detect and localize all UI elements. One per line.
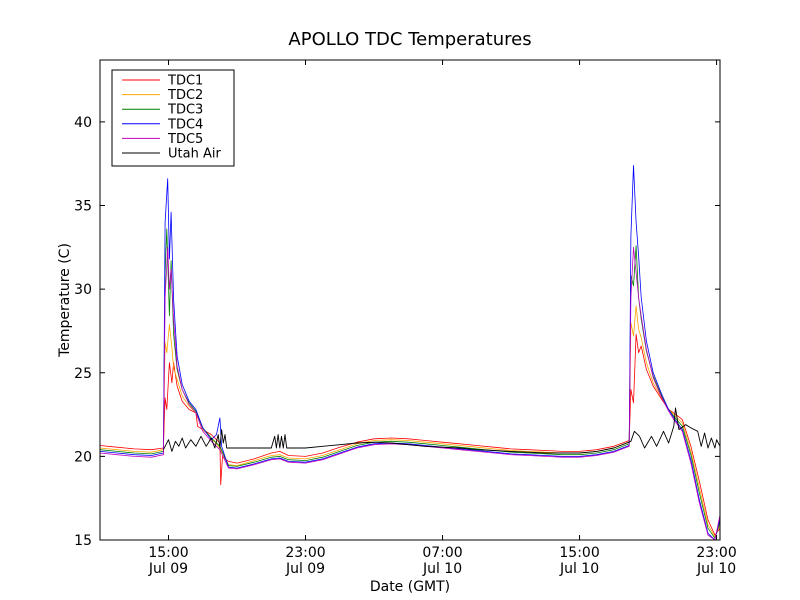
legend-box bbox=[111, 69, 235, 167]
x-axis-label: Date (GMT) bbox=[370, 579, 450, 595]
x-tick-time-label: 23:00 bbox=[696, 545, 736, 561]
y-tick-label: 25 bbox=[74, 366, 92, 382]
y-tick-label: 35 bbox=[74, 199, 92, 215]
x-tick-time-label: 07:00 bbox=[422, 545, 462, 561]
y-tick-label: 15 bbox=[74, 533, 92, 549]
x-tick-time-label: 23:00 bbox=[285, 545, 325, 561]
y-axis-label: Temperature (C) bbox=[57, 243, 73, 358]
legend-label-tdc4: TDC4 bbox=[167, 117, 203, 132]
x-tick-date-label: Jul 09 bbox=[285, 561, 325, 577]
legend-label-tdc2: TDC2 bbox=[167, 88, 203, 103]
legend-label-tdc1: TDC1 bbox=[167, 74, 203, 89]
x-tick-date-label: Jul 09 bbox=[148, 561, 188, 577]
series-line-tdc2 bbox=[100, 305, 720, 538]
legend-label-tdc3: TDC3 bbox=[167, 103, 203, 118]
legend-label-utah-air: Utah Air bbox=[168, 147, 221, 162]
series-line-tdc1 bbox=[100, 333, 720, 536]
series-layer bbox=[100, 165, 720, 540]
y-tick-label: 30 bbox=[74, 282, 92, 298]
plot-frame bbox=[99, 59, 721, 541]
x-tick-date-label: Jul 10 bbox=[422, 561, 462, 577]
legend-label-tdc5: TDC5 bbox=[167, 132, 203, 147]
y-tick-label: 40 bbox=[74, 115, 92, 131]
y-tick-label: 20 bbox=[74, 449, 92, 465]
x-tick-date-label: Jul 10 bbox=[559, 561, 599, 577]
x-tick-date-label: Jul 10 bbox=[696, 561, 736, 577]
series-line-utah-air bbox=[162, 407, 720, 454]
x-tick-time-label: 15:00 bbox=[148, 545, 188, 561]
x-tick-time-label: 15:00 bbox=[559, 545, 599, 561]
chart-title: APOLLO TDC Temperatures bbox=[288, 29, 531, 50]
